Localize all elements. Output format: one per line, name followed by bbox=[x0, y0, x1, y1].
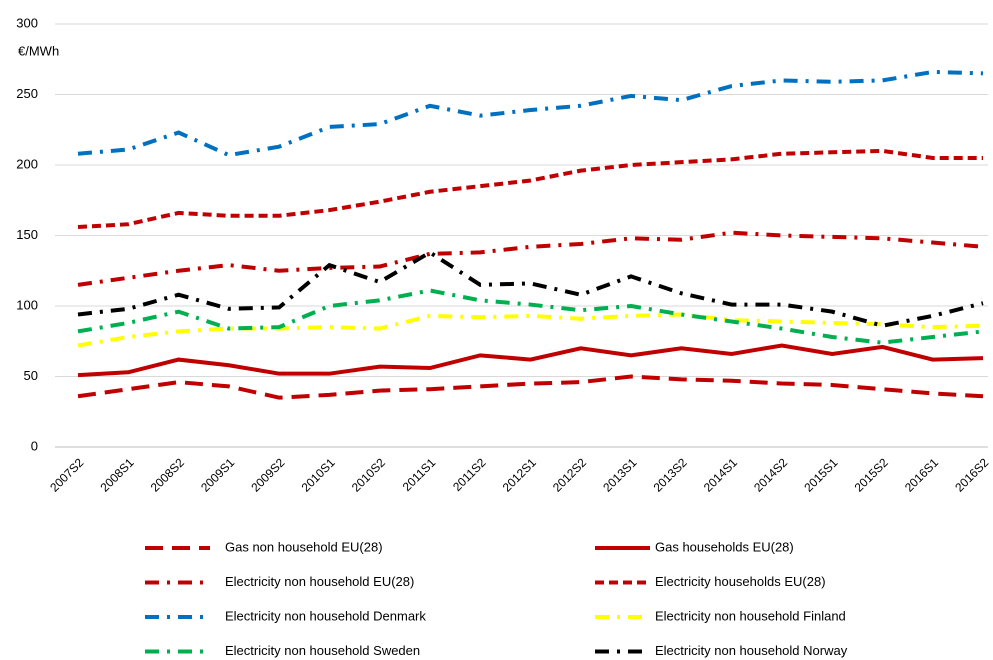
legend-label: Electricity non household Norway bbox=[655, 643, 848, 658]
x-tick-label: 2009S2 bbox=[248, 455, 287, 494]
x-tick-label: 2009S1 bbox=[198, 455, 237, 494]
x-tick-label: 2008S1 bbox=[97, 455, 136, 494]
x-tick-label: 2011S1 bbox=[400, 455, 439, 494]
legend-label: Gas households EU(28) bbox=[655, 539, 794, 554]
line-series bbox=[77, 374, 984, 400]
line-series bbox=[77, 230, 984, 287]
legend-label: Gas non household EU(28) bbox=[225, 539, 383, 554]
line-series bbox=[77, 148, 983, 230]
y-tick-label: 100 bbox=[16, 297, 38, 312]
x-tick-label: 2010S2 bbox=[349, 455, 388, 494]
y-tick-label: 200 bbox=[16, 156, 38, 171]
y-tick-label: 250 bbox=[16, 86, 38, 101]
x-tick-label: 2007S2 bbox=[47, 455, 86, 494]
x-tick-label: 2012S2 bbox=[550, 455, 589, 494]
x-tick-label: 2015S1 bbox=[801, 455, 840, 494]
x-tick-label: 2013S1 bbox=[600, 455, 639, 494]
y-tick-label: 0 bbox=[31, 438, 38, 453]
x-tick-label: 2016S1 bbox=[902, 455, 941, 494]
x-tick-label: 2016S2 bbox=[952, 455, 991, 494]
x-tick-label: 2008S2 bbox=[148, 455, 187, 494]
legend-label: Electricity non household EU(28) bbox=[225, 574, 414, 589]
x-tick-label: 2015S2 bbox=[852, 455, 891, 494]
line-series bbox=[77, 288, 984, 345]
line-series bbox=[77, 343, 984, 378]
line-series bbox=[77, 69, 984, 158]
y-tick-label: 50 bbox=[24, 368, 38, 383]
legend-label: Electricity non household Finland bbox=[655, 608, 846, 623]
line-series bbox=[77, 250, 984, 328]
y-tick-label: 300 bbox=[16, 15, 38, 30]
legend-label: Electricity non household Denmark bbox=[225, 608, 426, 623]
line-series bbox=[77, 312, 984, 348]
x-tick-label: 2012S1 bbox=[500, 455, 539, 494]
legend-label: Electricity households EU(28) bbox=[655, 574, 826, 589]
y-unit-label: €/MWh bbox=[18, 43, 59, 58]
x-tick-label: 2014S2 bbox=[751, 455, 790, 494]
legend-label: Electricity non household Sweden bbox=[225, 643, 420, 658]
x-tick-label: 2014S1 bbox=[701, 455, 740, 494]
y-tick-label: 150 bbox=[16, 227, 38, 242]
x-tick-label: 2013S2 bbox=[651, 455, 690, 494]
x-tick-label: 2010S1 bbox=[299, 455, 338, 494]
x-tick-label: 2011S2 bbox=[450, 455, 489, 494]
